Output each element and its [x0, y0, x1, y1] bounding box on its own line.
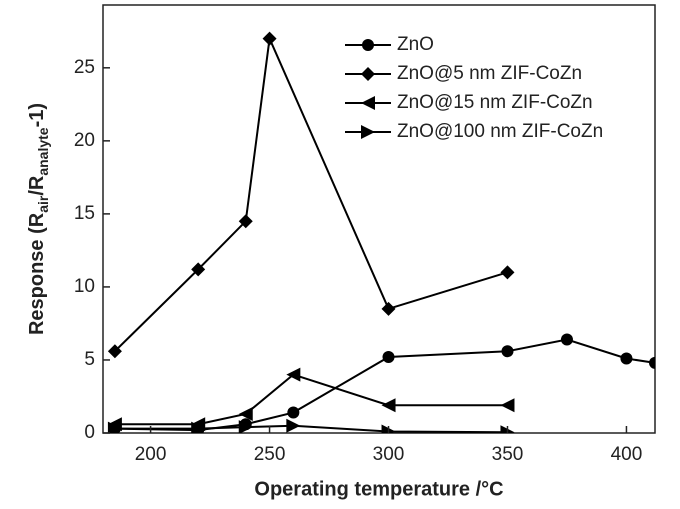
legend-marker — [361, 125, 375, 139]
y-label-part: -1) — [26, 103, 48, 127]
y-label-subscript: analyte — [35, 127, 51, 175]
legend-label: ZnO — [397, 34, 434, 55]
marker — [501, 345, 514, 358]
x-tick-label: 200 — [135, 444, 167, 465]
marker — [381, 301, 396, 316]
marker — [238, 407, 253, 422]
legend-label: ZnO@5 nm ZIF-CoZn — [397, 63, 582, 84]
marker — [382, 351, 395, 364]
series-line — [114, 34, 508, 352]
marker — [500, 265, 515, 280]
marker — [191, 262, 206, 277]
y-tick-label: 25 — [74, 57, 95, 78]
series-line — [114, 373, 508, 426]
y-label-subscript: air — [35, 195, 51, 213]
legend-marker — [361, 96, 375, 110]
y-tick-label: 20 — [74, 130, 95, 151]
marker — [286, 367, 301, 382]
marker — [238, 420, 253, 433]
x-tick-label: 300 — [373, 444, 405, 465]
y-tick-label: 15 — [74, 203, 95, 224]
legend-marker — [362, 39, 374, 51]
x-tick-label: 400 — [611, 444, 643, 465]
marker — [107, 344, 122, 359]
y-label-part: Response (R — [26, 212, 48, 335]
marker — [381, 398, 396, 413]
legend-marker — [361, 67, 375, 81]
marker — [649, 356, 655, 369]
marker — [107, 421, 122, 433]
marker — [560, 333, 573, 346]
y-axis-label: Response (Rair/Ranalyte-1) — [26, 103, 50, 335]
marker — [287, 406, 300, 419]
y-tick-label: 5 — [84, 349, 95, 370]
plot-area — [107, 31, 655, 433]
series-line — [114, 424, 508, 433]
marker — [191, 421, 206, 433]
y-tick-label: 0 — [84, 422, 95, 443]
x-axis-label: Operating temperature /°C — [254, 478, 503, 500]
marker — [286, 418, 301, 433]
y-label-part: /R — [26, 175, 48, 196]
marker — [500, 398, 515, 413]
plot-frame — [102, 4, 656, 434]
legend-label: ZnO@15 nm ZIF-CoZn — [397, 92, 593, 113]
x-tick-label: 350 — [492, 444, 524, 465]
legend-label: ZnO@100 nm ZIF-CoZn — [397, 121, 603, 142]
marker — [238, 214, 253, 229]
y-tick-label: 10 — [74, 276, 95, 297]
marker — [262, 31, 277, 46]
marker — [620, 352, 633, 365]
x-tick-label: 250 — [254, 444, 286, 465]
